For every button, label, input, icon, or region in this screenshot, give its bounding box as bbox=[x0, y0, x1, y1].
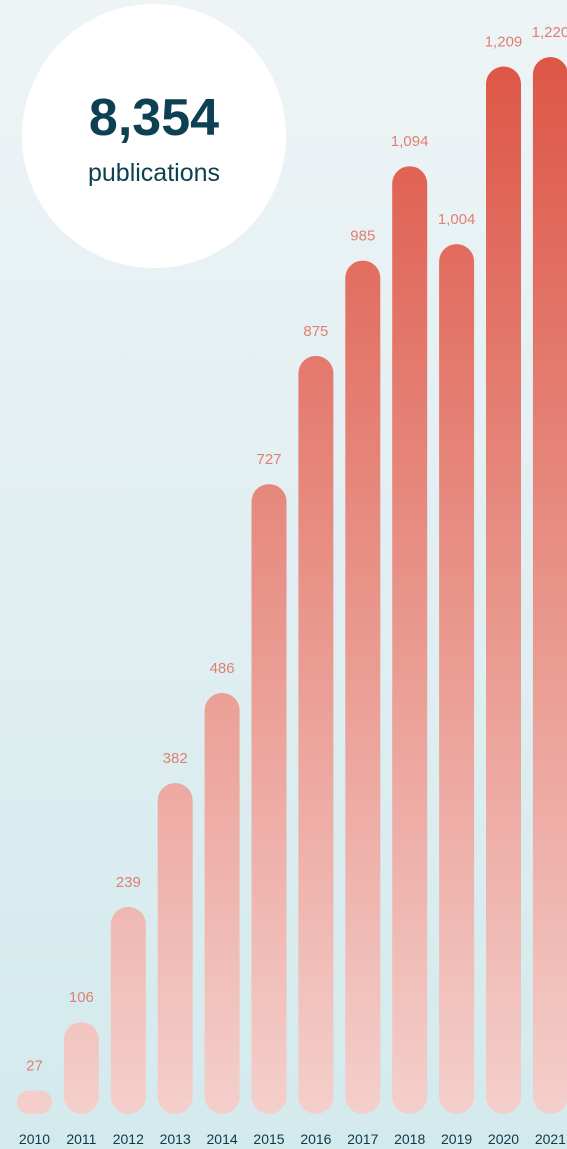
year-labels-group: 2010 2011 2012 2013 2014 2015 2016 2017 2018 2019… bbox=[19, 1131, 566, 1147]
value-label-2018: 1,094 bbox=[391, 133, 429, 150]
bars-group bbox=[17, 57, 567, 1115]
bar-2020 bbox=[486, 66, 521, 1114]
bar-2019 bbox=[439, 244, 475, 1115]
bar-2018 bbox=[392, 166, 428, 1114]
year-label-2021: 2021 bbox=[535, 1131, 566, 1147]
bar-2012 bbox=[110, 906, 146, 1114]
bar-2021 bbox=[532, 57, 567, 1114]
bar-2011 bbox=[63, 1022, 99, 1114]
value-label-2010: 27 bbox=[26, 1058, 43, 1075]
value-label-2015: 727 bbox=[256, 451, 281, 468]
year-label-2017: 2017 bbox=[347, 1131, 378, 1147]
bar-2010 bbox=[17, 1090, 52, 1114]
value-label-2021: 1,220 bbox=[532, 24, 567, 41]
bar-2015 bbox=[251, 484, 287, 1115]
value-label-2013: 382 bbox=[163, 750, 188, 767]
value-label-2012: 239 bbox=[116, 874, 141, 891]
year-label-2019: 2019 bbox=[441, 1131, 472, 1147]
value-label-2019: 1,004 bbox=[438, 211, 476, 228]
value-label-2014: 486 bbox=[210, 660, 235, 677]
bar-2014 bbox=[204, 692, 240, 1114]
year-label-2020: 2020 bbox=[488, 1131, 519, 1147]
year-label-2016: 2016 bbox=[300, 1131, 331, 1147]
year-label-2018: 2018 bbox=[394, 1131, 425, 1147]
value-label-2020: 1,209 bbox=[485, 34, 523, 51]
value-label-2011: 106 bbox=[69, 989, 94, 1006]
year-label-2012: 2012 bbox=[113, 1131, 144, 1147]
year-label-2013: 2013 bbox=[160, 1131, 191, 1147]
total-publications-badge: 8,354 publications bbox=[22, 4, 286, 268]
year-label-2011: 2011 bbox=[66, 1131, 96, 1147]
total-count: 8,354 bbox=[88, 89, 220, 147]
bar-2016 bbox=[298, 355, 334, 1114]
bar-2017 bbox=[345, 260, 381, 1115]
value-labels-group: 27 106 239 382 486 727 875 985 1,094 1,004 1,209 1,… bbox=[26, 24, 567, 1075]
total-caption: publications bbox=[87, 159, 221, 187]
year-label-2010: 2010 bbox=[19, 1131, 50, 1147]
value-label-2017: 985 bbox=[350, 228, 375, 245]
year-label-2014: 2014 bbox=[207, 1131, 238, 1147]
value-label-2016: 875 bbox=[303, 323, 328, 340]
year-label-2015: 2015 bbox=[253, 1131, 284, 1147]
bar-2013 bbox=[157, 783, 193, 1114]
